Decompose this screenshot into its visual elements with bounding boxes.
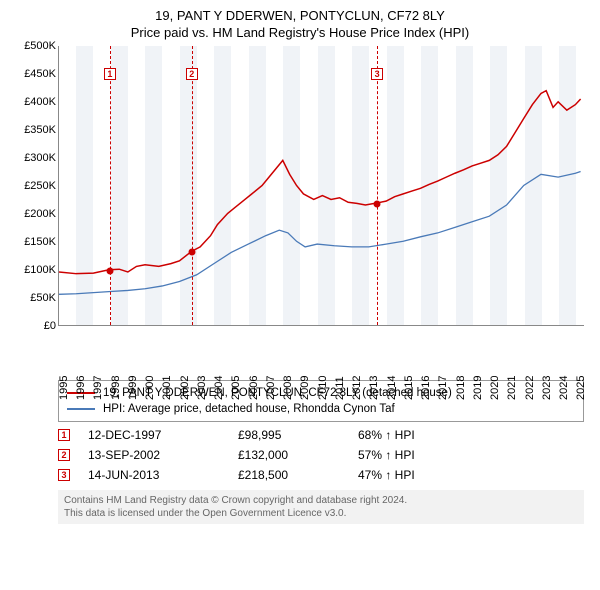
chart-area: 1 2 3 £0 £50K £100K £150K £200K £250K £300K £350K… [10, 46, 590, 376]
sale-row-marker: 2 [58, 449, 70, 461]
sale-date: 13-SEP-2002 [88, 448, 238, 462]
x-axis-label: 2005 [230, 388, 242, 400]
sale-marker-box: 3 [371, 68, 383, 80]
legend-item: HPI: Average price, detached house, Rhon… [67, 401, 575, 417]
y-axis-label: £200K [24, 208, 56, 220]
sale-row: 1 12-DEC-1997£98,99568% ↑ HPI [58, 428, 584, 442]
chart-container: 19, PANT Y DDERWEN, PONTYCLUN, CF72 8LY … [0, 0, 600, 590]
legend-label: HPI: Average price, detached house, Rhon… [103, 403, 395, 415]
x-axis-label: 2014 [386, 388, 398, 400]
x-axis-label: 2007 [265, 388, 277, 400]
sale-price: £98,995 [238, 428, 358, 442]
sale-marker-line [377, 46, 378, 325]
sale-row: 3 14-JUN-2013£218,50047% ↑ HPI [58, 468, 584, 482]
sale-delta: 68% ↑ HPI [358, 428, 415, 442]
x-axis-label: 2015 [403, 388, 415, 400]
y-axis-label: £250K [24, 180, 56, 192]
legend-swatch [67, 408, 95, 410]
series-property [59, 91, 581, 274]
y-axis-label: £150K [24, 236, 56, 248]
y-axis-label: £500K [24, 40, 56, 52]
x-axis-label: 2006 [248, 388, 260, 400]
y-axis-label: £50K [30, 292, 56, 304]
x-axis-label: 1998 [110, 388, 122, 400]
x-axis-label: 2002 [179, 388, 191, 400]
y-axis-label: £450K [24, 68, 56, 80]
x-axis-label: 2011 [334, 388, 346, 400]
x-axis-label: 1996 [75, 388, 87, 400]
y-axis-label: £350K [24, 124, 56, 136]
y-axis-label: £400K [24, 96, 56, 108]
line-layer [59, 46, 584, 325]
x-axis-label: 2019 [472, 388, 484, 400]
y-axis-label: £0 [44, 320, 56, 332]
sale-delta: 47% ↑ HPI [358, 468, 415, 482]
title-block: 19, PANT Y DDERWEN, PONTYCLUN, CF72 8LY … [10, 8, 590, 40]
x-axis-label: 2016 [420, 388, 432, 400]
x-axis-label: 1995 [58, 388, 70, 400]
x-axis-label: 2010 [317, 388, 329, 400]
x-axis-label: 2000 [144, 388, 156, 400]
sale-row: 2 13-SEP-2002£132,00057% ↑ HPI [58, 448, 584, 462]
x-axis-label: 2025 [575, 388, 587, 400]
series-hpi [59, 172, 581, 295]
sale-price: £132,000 [238, 448, 358, 462]
x-axis-label: 2021 [506, 388, 518, 400]
footer-attribution: Contains HM Land Registry data © Crown c… [58, 490, 584, 524]
chart-title: 19, PANT Y DDERWEN, PONTYCLUN, CF72 8LY [10, 8, 590, 23]
sale-marker-box: 1 [104, 68, 116, 80]
sale-row-marker: 1 [58, 429, 70, 441]
sale-date: 12-DEC-1997 [88, 428, 238, 442]
x-axis-label: 2022 [524, 388, 536, 400]
x-axis-label: 2009 [299, 388, 311, 400]
x-axis-label: 2001 [161, 388, 173, 400]
sale-marker-dot [188, 249, 195, 256]
x-axis-label: 2003 [196, 388, 208, 400]
x-axis-label: 2004 [213, 388, 225, 400]
x-axis-label: 2024 [558, 388, 570, 400]
sale-date: 14-JUN-2013 [88, 468, 238, 482]
sale-price: £218,500 [238, 468, 358, 482]
y-axis-label: £300K [24, 152, 56, 164]
footer-line-2: This data is licensed under the Open Gov… [64, 507, 578, 520]
sale-marker-dot [374, 200, 381, 207]
x-axis-label: 2012 [351, 388, 363, 400]
x-axis-label: 1997 [92, 388, 104, 400]
plot-region: 1 2 3 [58, 46, 584, 326]
sale-marker-line [110, 46, 111, 325]
sale-marker-dot [106, 267, 113, 274]
sale-row-marker: 3 [58, 469, 70, 481]
x-axis-label: 2023 [541, 388, 553, 400]
x-axis-label: 2008 [282, 388, 294, 400]
y-axis-label: £100K [24, 264, 56, 276]
x-axis-label: 2020 [489, 388, 501, 400]
sale-marker-line [192, 46, 193, 325]
x-axis-label: 1999 [127, 388, 139, 400]
x-axis-label: 2017 [437, 388, 449, 400]
chart-subtitle: Price paid vs. HM Land Registry's House … [10, 25, 590, 40]
x-axis-label: 2013 [368, 388, 380, 400]
sale-delta: 57% ↑ HPI [358, 448, 415, 462]
footer-line-1: Contains HM Land Registry data © Crown c… [64, 494, 578, 507]
sale-marker-box: 2 [186, 68, 198, 80]
x-axis-label: 2018 [455, 388, 467, 400]
